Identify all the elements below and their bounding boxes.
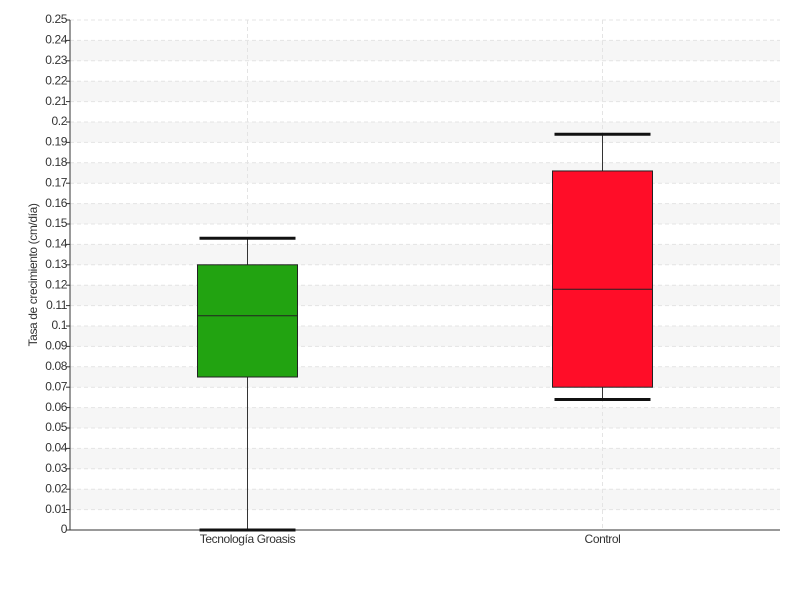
- y-tick-label: 0.17: [45, 175, 67, 189]
- grid-band: [70, 285, 780, 306]
- grid-band: [70, 81, 780, 102]
- y-tick-label: 0.15: [45, 216, 67, 230]
- y-tick-label: 0.24: [45, 33, 67, 47]
- y-tick-label: 0.14: [45, 237, 67, 251]
- grid-band: [70, 40, 780, 61]
- y-tick-label: 0.06: [45, 400, 67, 414]
- y-tick-label: 0.25: [45, 12, 67, 26]
- grid-band: [70, 366, 780, 388]
- y-tick-label: 0.03: [45, 461, 67, 475]
- grid-band: [70, 244, 780, 265]
- y-tick-label: 0.16: [45, 196, 67, 210]
- y-tick-label: 0.19: [45, 135, 67, 149]
- x-tick-label: Control: [585, 532, 621, 546]
- y-tick-label: 0.18: [45, 155, 67, 169]
- box: [552, 170, 653, 388]
- y-tick-label: 0.2: [52, 114, 68, 128]
- box: [197, 264, 298, 378]
- y-tick-label: 0.02: [45, 481, 67, 495]
- grid-band: [70, 203, 780, 224]
- grid-band: [70, 122, 780, 143]
- x-tick-label: Tecnología Groasis: [200, 532, 296, 546]
- y-axis-label: Tasa de crecimiento (cm/día): [26, 203, 40, 346]
- y-tick-label: 0.04: [45, 441, 67, 455]
- y-tick-label: 0.1: [52, 318, 68, 332]
- y-tick-label: 0.22: [45, 73, 67, 87]
- y-tick-label: 0.21: [45, 94, 67, 108]
- y-tick-label: 0.12: [45, 277, 67, 291]
- y-tick-label: 0.07: [45, 379, 67, 393]
- y-tick-label: 0.08: [45, 359, 67, 373]
- y-tick-label: 0: [61, 522, 68, 536]
- grid-band: [70, 448, 780, 469]
- y-tick-label: 0.09: [45, 339, 67, 353]
- y-tick-label: 0.23: [45, 53, 67, 67]
- grid-band: [70, 489, 780, 510]
- y-tick-label: 0.11: [46, 298, 68, 312]
- grid-band: [70, 162, 780, 184]
- y-tick-label: 0.05: [45, 420, 67, 434]
- y-tick-label: 0.01: [45, 502, 67, 516]
- y-tick-label: 0.13: [45, 257, 67, 271]
- grid-band: [70, 326, 780, 347]
- grid-band: [70, 407, 780, 428]
